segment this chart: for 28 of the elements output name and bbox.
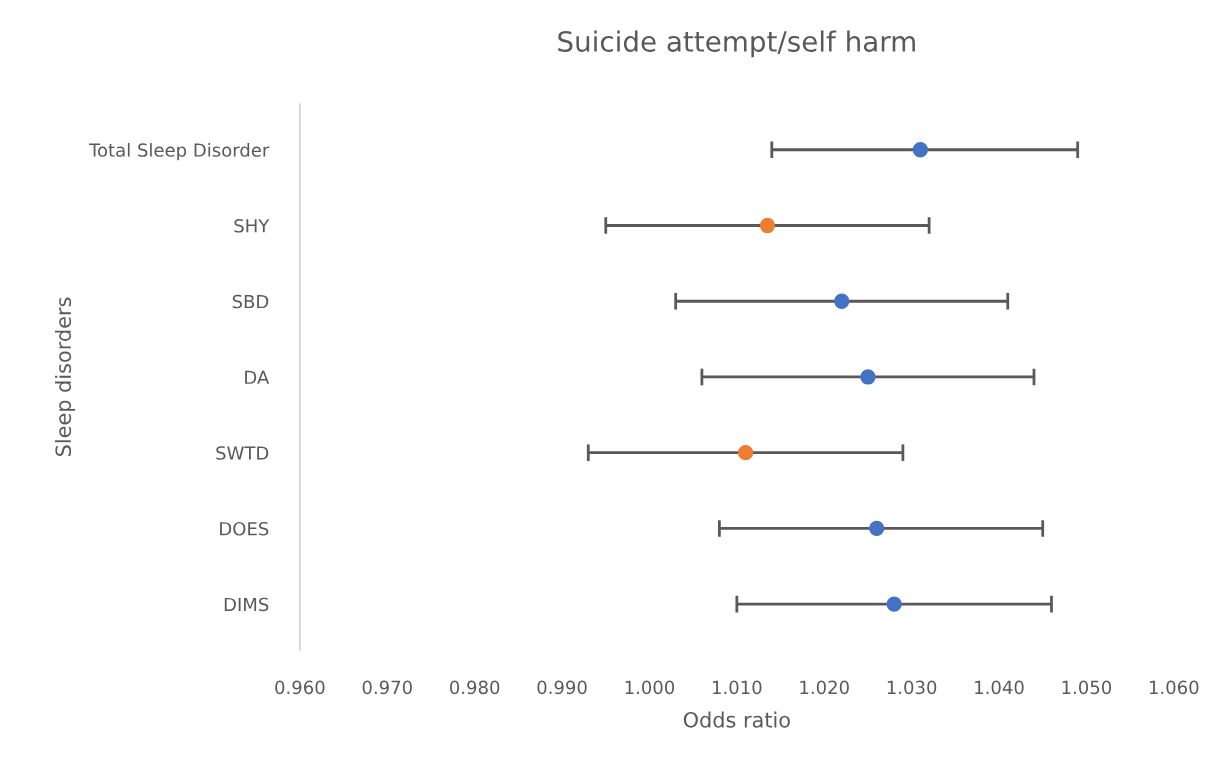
y-axis-title: Sleep disorders [55, 297, 76, 456]
x-tick-label: 1.040 [975, 680, 1024, 695]
point [834, 293, 850, 309]
x-tick-label: 1.000 [625, 680, 675, 695]
point [759, 217, 776, 234]
x-tick-label: 1.020 [800, 680, 849, 695]
point [860, 369, 876, 385]
y-tick-label: SWTD [216, 446, 269, 460]
x-tick-label: 1.010 [712, 680, 762, 695]
x-tick-label: 1.030 [887, 680, 937, 695]
point [912, 142, 929, 158]
x-tick-label: 0.960 [275, 680, 325, 695]
chart-title: Suicide attempt/self harm [558, 30, 915, 58]
point [886, 596, 902, 612]
point [737, 445, 754, 461]
y-tick-label: Total Sleep Disorder [88, 142, 270, 161]
x-tick-label: 1.050 [1062, 680, 1112, 695]
y-tick-label: DA [245, 370, 270, 384]
y-tick-label: SHY [234, 218, 270, 233]
point [869, 520, 885, 537]
x-tick-label: 0.970 [362, 680, 412, 695]
x-tick-label: 0.980 [450, 680, 500, 695]
x-axis-title: Odds ratio [683, 711, 790, 728]
x-tick-label: 0.990 [537, 680, 587, 695]
y-tick-label: DOES [220, 521, 269, 536]
x-tick-label: 1.060 [1149, 680, 1199, 695]
y-tick-label: DIMS [224, 597, 269, 612]
y-tick-label: SBD [232, 294, 269, 309]
